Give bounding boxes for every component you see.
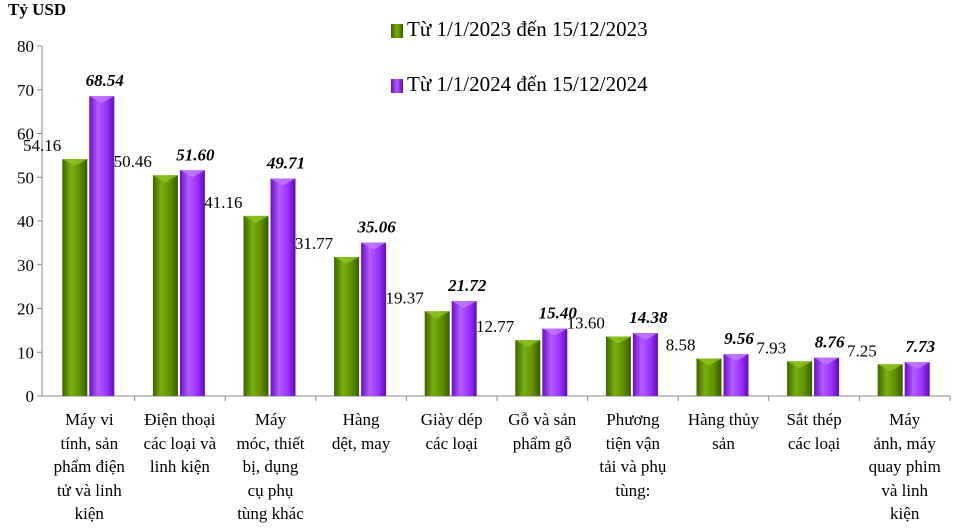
data-label-2024: 21.72 [447, 276, 487, 295]
bar-bevel [632, 333, 658, 341]
bar-bevel [361, 242, 387, 250]
bar-bevel [787, 361, 813, 369]
bar-2023 [605, 336, 631, 396]
data-label-2023: 19.37 [385, 288, 424, 307]
data-label-2023: 7.25 [847, 341, 877, 360]
y-tick-label: 40 [17, 212, 34, 231]
y-axis-title: Tỷ USD [8, 0, 67, 19]
data-label-2024: 7.73 [905, 337, 935, 356]
data-label-2024: 15.40 [539, 304, 578, 323]
data-label-2023: 50.46 [114, 152, 152, 171]
bar-bevel [334, 257, 360, 265]
bar-2024 [632, 333, 658, 396]
x-category-label: Giày dép các loại [420, 410, 483, 453]
bar-bevel [542, 328, 568, 336]
bar-bevel [605, 336, 631, 344]
bar-bevel [723, 354, 749, 362]
bar-2023 [424, 311, 450, 396]
bar-bevel [904, 362, 930, 370]
x-category-label: Máy móc, thiết bị, dụng cụ phụ tùng khác [236, 410, 305, 523]
bar-2024 [361, 242, 387, 396]
data-label-2023: 41.16 [204, 193, 242, 212]
bar-bevel [424, 311, 450, 319]
bar-2023 [152, 175, 178, 396]
data-label-2024: 9.56 [724, 329, 754, 348]
data-label-2023: 13.60 [567, 314, 605, 333]
data-label-2024: 68.54 [86, 71, 124, 90]
bar-bevel [243, 215, 269, 223]
y-tick-label: 0 [26, 387, 35, 406]
x-category-label: Điện thoại các loại và linh kiện [143, 410, 217, 476]
bar-2023 [62, 159, 88, 396]
data-label-2023: 54.16 [23, 136, 61, 155]
data-label-2023: 8.58 [666, 335, 696, 354]
bar-2024 [542, 328, 568, 396]
legend-swatch-2024 [391, 79, 403, 93]
bar-2023 [243, 215, 269, 396]
x-category-label: Hàng dệt, may [331, 410, 391, 453]
legend-label-2023: Từ 1/1/2023 đến 15/12/2023 [407, 17, 648, 41]
bar-2023 [334, 257, 360, 396]
bar-bevel [814, 357, 840, 365]
y-tick-label: 60 [17, 125, 34, 144]
y-tick-label: 20 [17, 300, 34, 319]
bar-bevel [515, 340, 541, 348]
y-tick-label: 10 [17, 343, 34, 362]
data-label-2024: 8.76 [815, 333, 845, 352]
y-tick-label: 70 [17, 81, 34, 100]
legend-swatch-2023 [391, 24, 403, 38]
bar-bevel [270, 178, 296, 186]
data-label-2023: 7.93 [756, 338, 786, 357]
x-category-label: Gỗ và sản phẩm gỗ [508, 410, 577, 453]
data-label-2024: 51.60 [176, 145, 215, 164]
bar-2023 [515, 340, 541, 396]
x-category-label: Máy ảnh, máy quay phim và linh kiện [868, 410, 941, 523]
x-category-label: Máy vi tính, sản phẩm điện tử và linh ki… [53, 410, 125, 523]
bar-bevel [696, 358, 722, 366]
data-label-2024: 35.06 [356, 218, 396, 237]
bar-2024 [179, 170, 205, 396]
x-category-label: Phương tiện vận tải và phụ tùng: [599, 410, 667, 500]
bar-2024 [451, 300, 477, 396]
bar-bevel [877, 364, 903, 372]
data-label-2023: 31.77 [295, 234, 334, 253]
y-tick-label: 80 [17, 37, 34, 56]
bar-bevel [451, 300, 477, 308]
y-tick-label: 30 [17, 256, 34, 275]
bar-bevel [89, 96, 115, 104]
bar-bevel [152, 175, 178, 183]
bar-bevel [179, 170, 205, 178]
data-label-2023: 12.77 [476, 317, 515, 336]
bar-2024 [89, 96, 115, 396]
x-category-label: Hàng thủy sản [687, 410, 760, 453]
bar-2024 [270, 178, 296, 396]
bar-bevel [62, 159, 88, 167]
data-label-2024: 49.71 [266, 154, 305, 173]
data-label-2024: 14.38 [629, 308, 668, 327]
y-tick-label: 50 [17, 168, 34, 187]
legend-label-2024: Từ 1/1/2024 đến 15/12/2024 [407, 72, 648, 96]
x-category-label: Sắt thép các loại [786, 410, 842, 453]
